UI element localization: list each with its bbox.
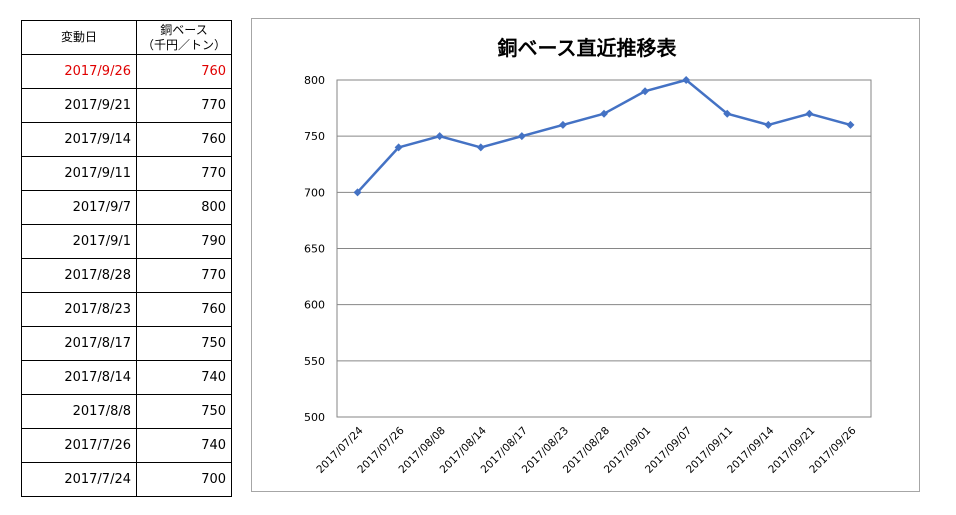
- data-point: [764, 120, 773, 129]
- row-date: 2017/9/14: [21, 122, 137, 157]
- data-point: [435, 132, 444, 141]
- line-chart: 銅ベース直近推移表5005506006507007508002017/07/24…: [304, 36, 872, 476]
- table-row: 2017/9/14 760: [21, 122, 233, 157]
- table-header-row: 変動日 銅ベース （千円／トン）: [21, 20, 233, 55]
- row-price: 790: [135, 224, 233, 259]
- table-row: 2017/8/17 750: [21, 326, 233, 361]
- data-point: [846, 120, 855, 129]
- table-row: 2017/7/24 700: [21, 462, 233, 497]
- row-price: 700: [135, 462, 233, 497]
- data-point: [476, 143, 485, 152]
- table-row: 2017/8/28 770: [21, 258, 233, 293]
- data-point: [682, 76, 691, 84]
- row-price: 760: [135, 292, 233, 327]
- row-date: 2017/8/14: [21, 360, 137, 395]
- table-row: 2017/9/7 800: [21, 190, 233, 225]
- row-date: 2017/8/23: [21, 292, 137, 327]
- chart-area: 銅ベース直近推移表 500 550 600 650 700 750 800 2017/07/24…: [251, 18, 920, 492]
- y-tick-label: 650: [304, 243, 325, 256]
- row-date: 2017/9/26: [21, 54, 137, 89]
- row-price: 740: [135, 428, 233, 463]
- header-price-line2: （千円／トン）: [142, 37, 227, 52]
- row-price: 770: [135, 156, 233, 191]
- row-date: 2017/7/24: [21, 462, 137, 497]
- row-date: 2017/9/21: [21, 88, 137, 123]
- data-point: [805, 109, 814, 118]
- header-date: 変動日: [21, 20, 137, 55]
- table-row: 2017/9/11 770: [21, 156, 233, 191]
- table-row: 2017/8/23 760: [21, 292, 233, 327]
- y-tick-label: 750: [304, 130, 325, 143]
- y-tick-label: 500: [304, 411, 325, 424]
- table-row: 2017/9/26 760: [21, 54, 233, 89]
- price-table: 変動日 銅ベース （千円／トン） 2017/9/26 760 2017/9/21 77…: [21, 20, 233, 497]
- row-date: 2017/9/7: [21, 190, 137, 225]
- row-price: 800: [135, 190, 233, 225]
- header-price-line1: 銅ベース: [160, 22, 208, 37]
- data-point: [517, 132, 526, 141]
- row-date: 2017/7/26: [21, 428, 137, 463]
- data-point: [641, 87, 650, 96]
- row-price: 770: [135, 258, 233, 293]
- row-price: 760: [135, 54, 233, 89]
- data-point: [558, 120, 567, 129]
- table-row: 2017/7/26 740: [21, 428, 233, 463]
- table-row: 2017/9/21 770: [21, 88, 233, 123]
- data-point: [723, 109, 732, 118]
- row-price: 740: [135, 360, 233, 395]
- chart-title: 銅ベース直近推移表: [498, 36, 678, 60]
- row-price: 760: [135, 122, 233, 157]
- row-date: 2017/8/17: [21, 326, 137, 361]
- plot-border: [336, 79, 872, 418]
- row-date: 2017/9/11: [21, 156, 137, 191]
- row-price: 750: [135, 326, 233, 361]
- table-row: 2017/9/1 790: [21, 224, 233, 259]
- data-point: [394, 143, 403, 152]
- y-tick-label: 700: [304, 186, 325, 199]
- data-point: [353, 188, 362, 197]
- table-row: 2017/8/8 750: [21, 394, 233, 429]
- y-tick-label: 550: [304, 355, 325, 368]
- row-price: 770: [135, 88, 233, 123]
- row-price: 750: [135, 394, 233, 429]
- y-tick-label: 600: [304, 299, 325, 312]
- header-price: 銅ベース （千円／トン）: [135, 20, 233, 55]
- row-date: 2017/8/8: [21, 394, 137, 429]
- table-row: 2017/8/14 740: [21, 360, 233, 395]
- row-date: 2017/9/1: [21, 224, 137, 259]
- data-point: [600, 109, 608, 118]
- y-tick-label: 800: [304, 74, 325, 87]
- row-date: 2017/8/28: [21, 258, 137, 293]
